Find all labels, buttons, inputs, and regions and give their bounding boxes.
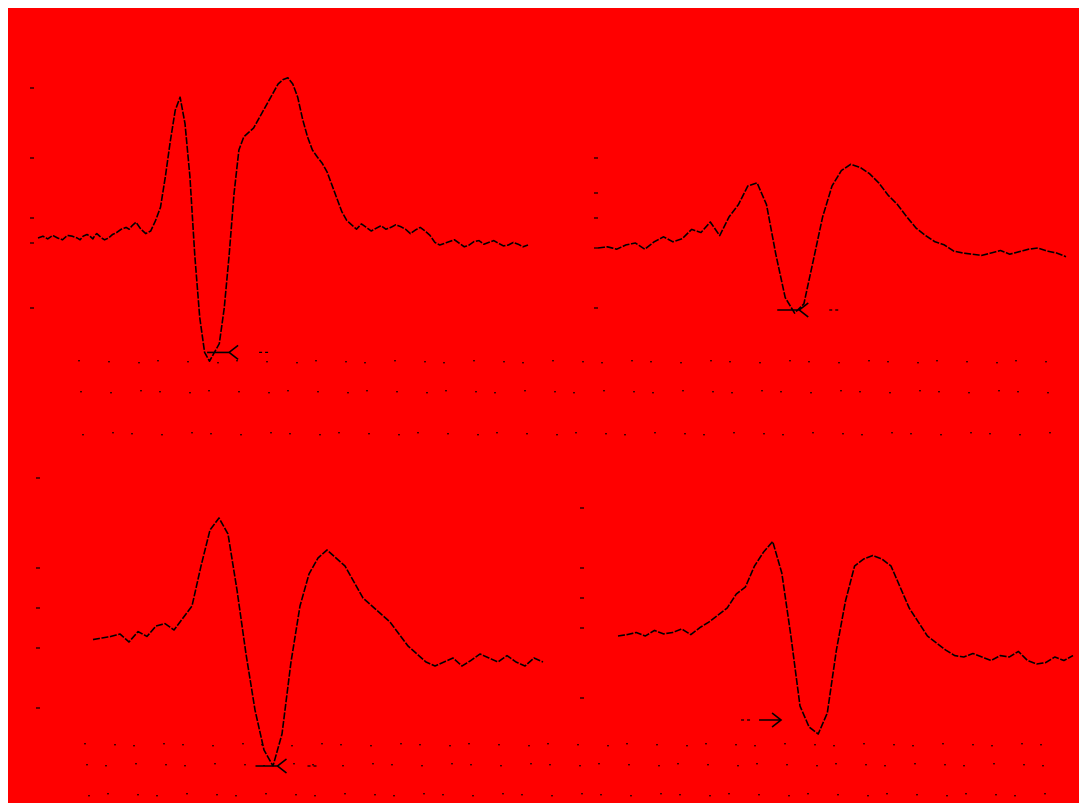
left-arrow-marker bbox=[255, 758, 320, 774]
panel-bottom-left bbox=[36, 477, 544, 774]
panel-bottom-right bbox=[580, 507, 1074, 735]
waveform-panels-svg bbox=[30, 77, 1074, 797]
y-axis-ticks bbox=[30, 87, 34, 309]
waveform-trace bbox=[37, 77, 529, 362]
left-arrow-marker bbox=[207, 344, 272, 361]
waveform-trace bbox=[597, 163, 1067, 314]
panel-top-right bbox=[594, 157, 1067, 318]
y-axis-ticks bbox=[580, 507, 584, 699]
right-arrow-marker bbox=[741, 712, 783, 728]
waveform-trace bbox=[617, 540, 1074, 735]
left-arrow-marker bbox=[777, 302, 842, 318]
waveform-trace bbox=[92, 517, 544, 767]
y-axis-ticks bbox=[36, 477, 40, 709]
scan-specks bbox=[78, 360, 1051, 797]
chart-canvas bbox=[8, 8, 1079, 803]
y-axis-ticks bbox=[594, 157, 598, 309]
panel-top-left bbox=[30, 77, 529, 362]
